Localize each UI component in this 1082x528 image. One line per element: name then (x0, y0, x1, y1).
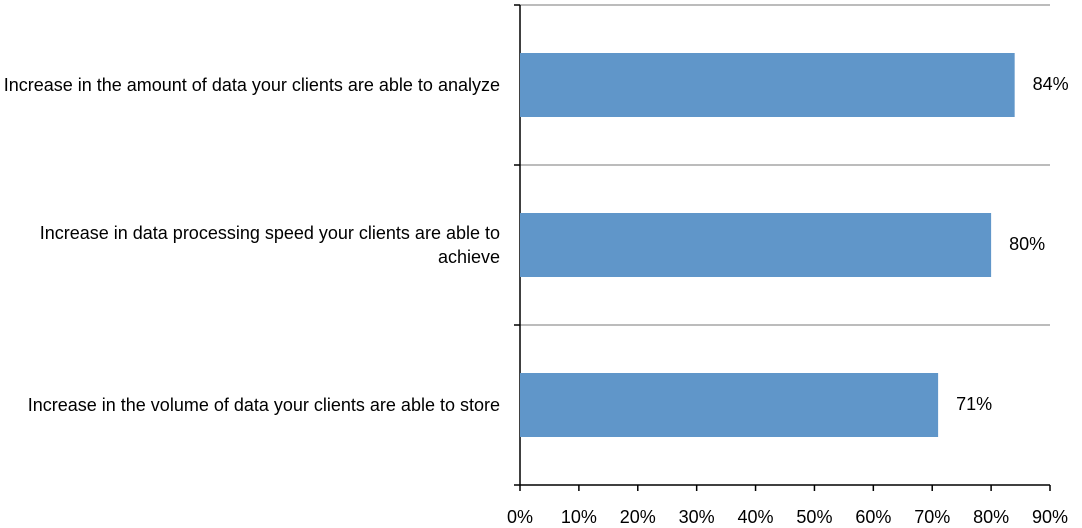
x-tick-label: 90% (1032, 507, 1068, 527)
x-tick-label: 30% (679, 507, 715, 527)
x-tick-label: 50% (796, 507, 832, 527)
category-label: Increase in the volume of data your clie… (27, 395, 500, 415)
bar (520, 53, 1015, 117)
bar (520, 373, 939, 437)
x-tick-label: 20% (620, 507, 656, 527)
x-tick-label: 60% (855, 507, 891, 527)
x-tick-label: 40% (738, 507, 774, 527)
x-tick-label: 0% (507, 507, 533, 527)
value-label: 80% (1009, 234, 1045, 254)
value-label: 84% (1033, 74, 1069, 94)
x-tick-label: 80% (973, 507, 1009, 527)
category-label: Increase in the amount of data your clie… (3, 75, 500, 95)
value-label: 71% (956, 394, 992, 414)
category-label: Increase in data processing speed your c… (39, 223, 500, 267)
bar (520, 213, 992, 277)
x-tick-label: 70% (914, 507, 950, 527)
x-tick-label: 10% (561, 507, 597, 527)
